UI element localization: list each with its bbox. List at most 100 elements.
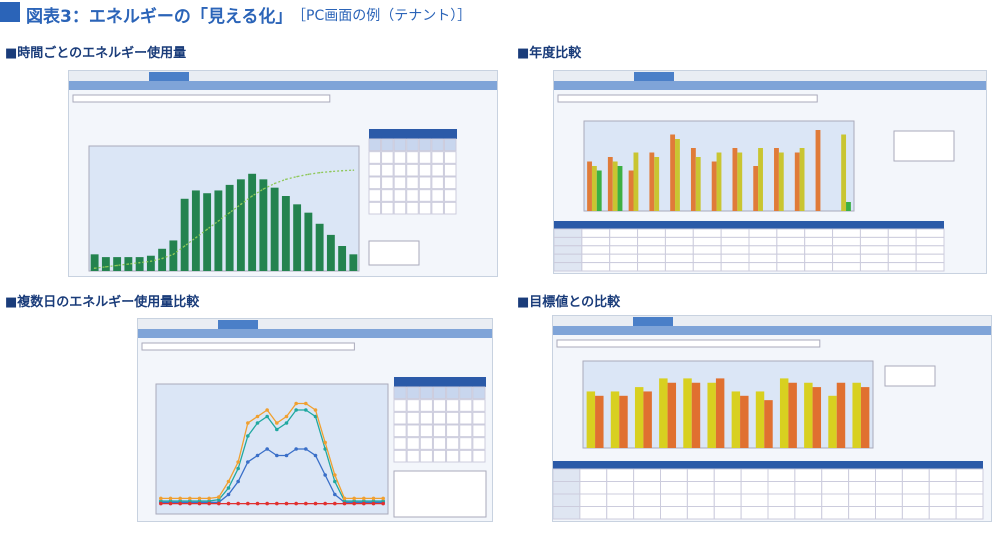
table-cell [804, 228, 834, 238]
calendar-cell [406, 151, 419, 164]
point [313, 453, 318, 458]
bar [135, 257, 144, 271]
table-cell [609, 228, 639, 238]
table-cell [553, 506, 581, 520]
point [323, 501, 327, 506]
point [217, 495, 221, 499]
calendar-cell [472, 449, 486, 463]
header-mark [0, 2, 20, 22]
point [251, 195, 253, 197]
calendar-cell [368, 201, 382, 215]
table-cell [776, 253, 806, 264]
bar [683, 378, 692, 448]
point [159, 496, 163, 501]
calendar-cell [406, 424, 420, 438]
bar [158, 248, 167, 271]
calendar-cell [393, 138, 407, 152]
calendar-cell [381, 189, 394, 202]
bar [675, 139, 680, 211]
table-cell [955, 468, 984, 482]
table-cell [720, 262, 750, 272]
calendar-cell [432, 411, 447, 425]
point [352, 499, 356, 503]
table-cell [660, 506, 688, 520]
bar [169, 240, 178, 271]
calendar-cell [393, 201, 407, 215]
point [236, 479, 240, 484]
bar [778, 152, 784, 211]
table-cell [554, 262, 583, 272]
table-cell [915, 245, 945, 255]
table-cell [713, 468, 742, 482]
point [273, 182, 276, 185]
table-cell [664, 262, 694, 272]
point [330, 170, 332, 173]
point [371, 499, 376, 503]
bar [804, 382, 813, 448]
point [255, 501, 260, 506]
calendar-cell [431, 151, 444, 164]
point [206, 228, 208, 231]
table-cell [660, 481, 688, 495]
point [323, 447, 327, 451]
table-cell [713, 506, 742, 520]
table-cell [887, 262, 917, 272]
legend-box [884, 365, 936, 387]
table-cell [581, 228, 611, 238]
calendar-cell [393, 424, 407, 438]
calendar-cell [368, 163, 382, 177]
table-cell [581, 236, 611, 247]
point [333, 492, 337, 497]
table-cell [692, 245, 722, 255]
table-cell [776, 228, 806, 238]
sub-bar [138, 329, 492, 338]
point [304, 501, 308, 506]
calendar-cell [406, 176, 419, 190]
table-cell [633, 506, 661, 520]
table-cell [579, 468, 608, 482]
bar [740, 395, 749, 448]
point [333, 473, 337, 477]
plot-area [155, 383, 389, 515]
active-tab [634, 72, 674, 81]
bar [836, 382, 846, 448]
calendar-cell [406, 449, 420, 463]
bar [695, 157, 701, 211]
point [150, 260, 152, 263]
bar [315, 223, 324, 271]
table-cell [794, 493, 823, 507]
bar [812, 387, 822, 448]
table-cell [637, 236, 666, 247]
bar [643, 391, 652, 448]
table-cell [804, 236, 834, 247]
table-cell [553, 481, 581, 495]
table-cell [748, 236, 778, 247]
bar [304, 212, 313, 271]
table-cell [740, 493, 769, 507]
point [362, 496, 366, 501]
point [255, 421, 260, 425]
point [236, 460, 240, 464]
table-cell [776, 236, 806, 247]
table-cell [609, 245, 639, 255]
table-cell [821, 493, 850, 507]
bar [691, 382, 701, 448]
table-cell [720, 253, 750, 264]
point [381, 496, 385, 501]
point [362, 499, 366, 503]
point [195, 236, 197, 239]
point [228, 211, 231, 214]
table-cell [776, 245, 806, 255]
bar [654, 157, 660, 211]
point [275, 453, 279, 458]
point [381, 501, 385, 506]
table-cell [579, 506, 608, 520]
table-cell [740, 506, 769, 520]
table-cell [794, 481, 823, 495]
table-cell [804, 253, 834, 264]
point [197, 499, 202, 503]
point [207, 496, 211, 501]
toolbar [72, 94, 331, 103]
table-cell [581, 262, 611, 272]
bar [846, 202, 851, 211]
